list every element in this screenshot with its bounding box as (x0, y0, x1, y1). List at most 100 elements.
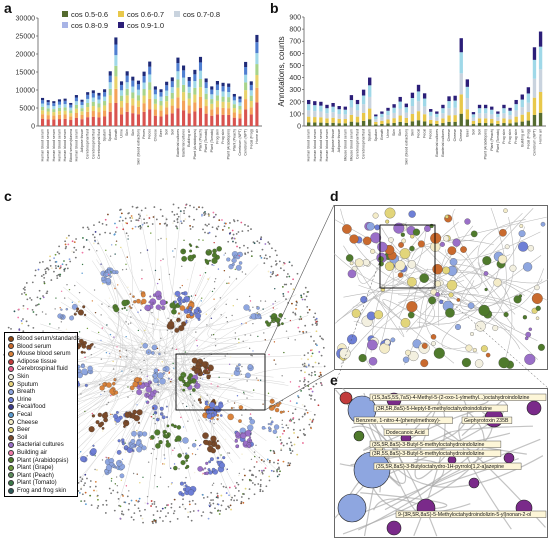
bar-segment (232, 104, 236, 109)
bar-segment (249, 90, 253, 96)
bar-segment (204, 82, 208, 88)
network-legend-label: Sputum (17, 380, 39, 388)
bar-segment (429, 119, 433, 124)
bar-segment (97, 99, 101, 104)
bar-segment (148, 74, 152, 83)
bar-segment (471, 117, 476, 121)
category-label: Building air (520, 128, 524, 147)
bar-segment (114, 44, 118, 56)
bar-segment (410, 98, 415, 107)
bar-segment (41, 106, 45, 111)
bar-segment (69, 104, 73, 108)
bar-segment (215, 100, 219, 108)
bar-segment (136, 84, 140, 90)
bar-segment (349, 100, 354, 108)
bar-segment (490, 106, 494, 110)
bar-segment (41, 114, 45, 119)
bar-35 (238, 96, 242, 126)
bar-segment (227, 83, 231, 87)
bar-segment (187, 98, 191, 106)
bar-segment (148, 61, 152, 67)
bar-segment (238, 98, 242, 103)
bar-segment (404, 117, 408, 123)
legend-dot-icon (8, 419, 14, 426)
bar-segment (52, 119, 56, 126)
bar-segment (249, 107, 253, 115)
bar-segment (86, 107, 90, 112)
bar-segment (57, 104, 62, 108)
bar-segment (91, 101, 95, 107)
bar-segment (86, 117, 90, 126)
bar-5 (69, 102, 73, 126)
bar-segment (514, 104, 518, 111)
bar-0 (307, 99, 311, 126)
network-legend-label: Bacterial cultures (17, 441, 64, 449)
bar-segment (176, 108, 180, 126)
compound-label: (3S,5R,8aS)-3-Butyloctahydro-1H-pyrrolo[… (373, 462, 522, 470)
category-label: Cheese (447, 129, 451, 141)
bar-segment (153, 103, 157, 110)
bar-segment (119, 81, 124, 85)
bar-segment (307, 110, 311, 117)
bar-segment (46, 119, 50, 126)
bar-segment (142, 111, 146, 126)
bar-7 (349, 95, 354, 126)
panel-letter-c: c (4, 188, 12, 204)
bar-segment (232, 108, 236, 113)
bar-30 (490, 106, 494, 126)
network-legend-label: Frog and frog skin (17, 486, 67, 494)
bar-segment (80, 111, 84, 115)
bar-segment (114, 102, 118, 126)
network-legend-item: Fecal/food (8, 403, 75, 411)
network-legend-item: Cheese (8, 419, 75, 427)
bar-segment (63, 107, 67, 111)
bar-segment (349, 107, 354, 115)
bar-segment (459, 94, 463, 114)
bar-segment (69, 113, 73, 117)
bar-segment (514, 110, 518, 117)
panel-letter-e: e (330, 372, 338, 388)
bar-24 (453, 95, 457, 126)
bar-segment (502, 123, 506, 126)
svg-text:Benzene, 1-nitro-4-(phenylmeth: Benzene, 1-nitro-4-(phenylmethoxy)- (356, 418, 441, 424)
bar-segment (313, 105, 317, 112)
bar-segment (307, 122, 311, 126)
category-label: Human blood serum (319, 129, 323, 161)
bar-segment (508, 115, 512, 120)
network-legend-item: Skin (8, 373, 75, 381)
category-label: Skin (blood extraction) (136, 129, 140, 165)
bar-segment (502, 108, 506, 114)
bar-segment (46, 115, 50, 120)
bar-segment (532, 114, 537, 126)
network-legend-label: Fecal/food (17, 403, 46, 411)
bar-segment (63, 118, 67, 126)
bar-segment (227, 102, 231, 109)
category-label: Urine (386, 129, 390, 138)
y-tick-label: 10000 (16, 88, 36, 95)
category-label: Fecal (Frog) (249, 129, 253, 149)
y-tick-label: 0 (297, 124, 301, 131)
category-label: Fecal (Frog) (526, 129, 530, 149)
bar-segment (471, 124, 476, 126)
bar-3 (325, 104, 329, 126)
bar-segment (69, 102, 73, 105)
bar-segment (198, 108, 203, 126)
bar-segment (221, 91, 225, 97)
bar-segment (319, 122, 323, 126)
bar-segment (313, 122, 317, 126)
bar-segment (97, 107, 101, 113)
bar-segment (63, 98, 67, 101)
bar-segment (142, 103, 146, 112)
bar-32 (221, 82, 225, 126)
bar-segment (538, 31, 543, 47)
svg-text:Gephyrotoxin 235B: Gephyrotoxin 235B (464, 418, 509, 424)
bar-segment (165, 107, 169, 115)
bar-segment (91, 90, 95, 94)
network-legend-item: Fecal (8, 411, 75, 419)
svg-text:(3R,5R,8aS)-5-Heptyl-8-methylo: (3R,5R,8aS)-5-Heptyl-8-methyloctahydroin… (376, 406, 492, 412)
bar-segment (193, 69, 197, 75)
bar-segment (325, 108, 329, 114)
bar-8 (86, 92, 90, 126)
legend-swatch (62, 11, 68, 17)
category-label: Bacterial cultures (182, 129, 186, 157)
